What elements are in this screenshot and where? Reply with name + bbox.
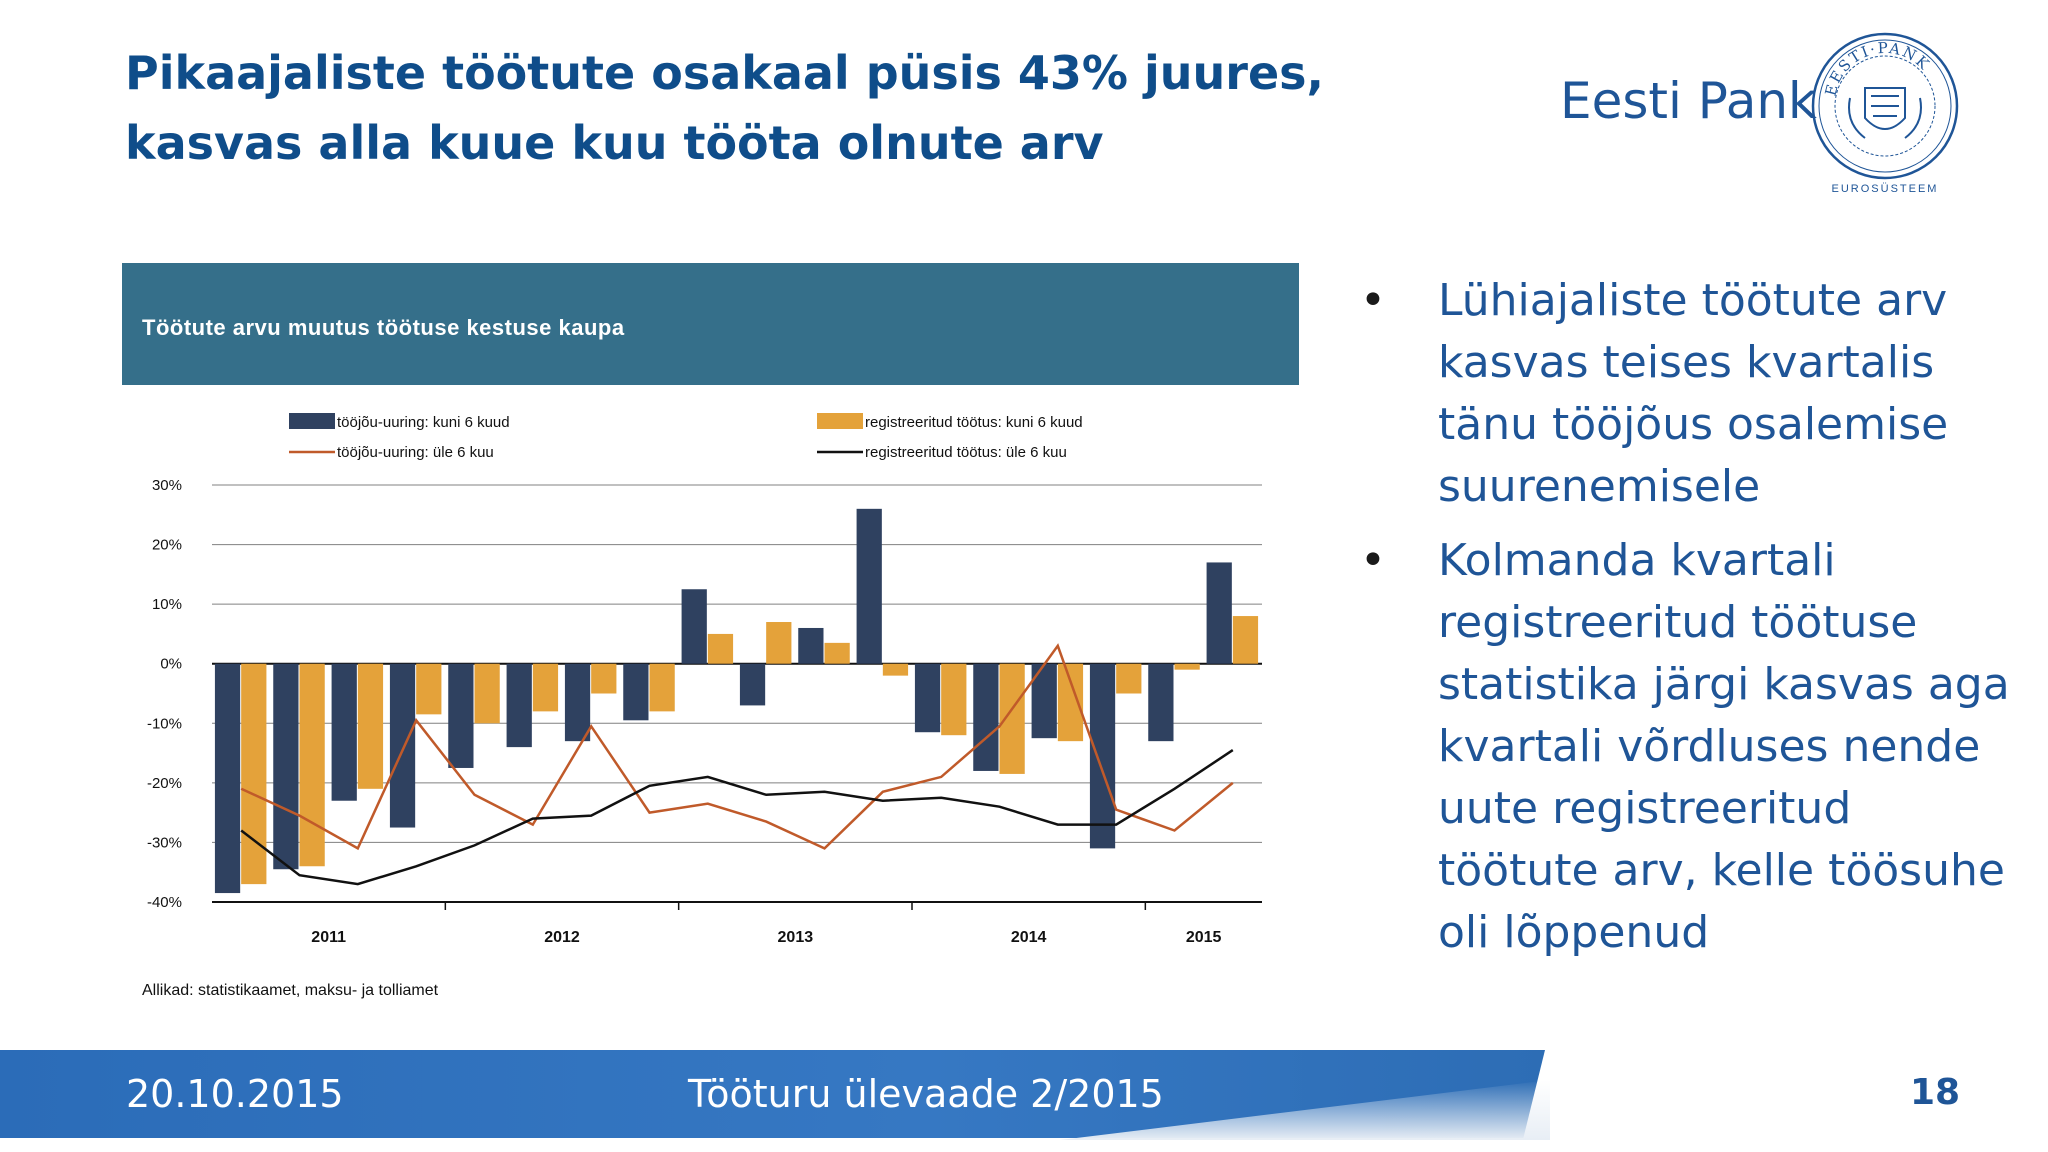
chart-title: Töötute arvu muutus töötuse kestuse kaup… [142,315,625,340]
bar [1232,616,1259,664]
chart-source-note: Allikad: statistikaamet, maksu- ja tolli… [142,982,439,999]
bar [448,663,474,768]
bar [707,633,734,664]
series-line [240,749,1234,886]
bar [591,663,617,694]
bar [914,663,941,733]
footer-title: Tööturu ülevaade 2/2015 [688,1072,1164,1116]
bar [739,663,766,706]
bar [941,663,967,736]
eesti-pank-seal-logo: EESTI·PANK EUROSÜSTEEM [1811,32,1959,195]
bar [973,663,999,771]
bar [1116,663,1142,694]
bar [649,663,675,712]
legend-label: registreeritud töötus: kuni 6 kuud [865,414,1083,431]
bullet-item-2: Kolmanda kvartali registreeritud töötuse… [1360,530,2020,964]
chart-lines [240,643,1234,886]
footer-date: 20.10.2015 [126,1072,344,1116]
bar [623,663,649,721]
bar [273,663,299,870]
x-year-label: 2015 [1186,929,1222,946]
seal-bottom-text: EUROSÜSTEEM [1832,183,1939,195]
bar [299,663,325,867]
bar [999,663,1025,774]
bullet-item-1: Lühiajaliste töötute arv kasvas teises k… [1360,270,2020,518]
slide-title-line-1: Pikaajaliste töötute osakaal püsis 43% j… [125,46,1325,100]
y-tick-label: -10% [147,715,182,732]
bar [532,663,559,712]
bar [416,663,442,715]
bar [214,663,241,894]
y-tick-label: -40% [147,894,182,911]
y-tick-label: 0% [160,656,182,673]
bar [798,627,824,664]
bullet-list: Lühiajaliste töötute arv kasvas teises k… [1360,270,2020,976]
page-number: 18 [1910,1072,1961,1113]
x-axis: 2011 2012 2013 2014 2015 [212,901,1262,946]
brand-name: Eesti Pank [1560,72,1817,130]
x-year-label: 2012 [544,929,580,946]
bar [1089,663,1116,849]
bar [389,663,416,828]
bar [1148,663,1174,742]
bar [241,663,267,885]
legend-swatch [817,413,863,429]
bar [1206,562,1232,664]
bar [681,589,707,664]
legend-label: registreeritud töötus: üle 6 kuu [865,444,1067,461]
bar [506,663,532,748]
legend-label: tööjõu-uuring: üle 6 kuu [337,444,494,461]
bar [882,663,909,676]
series-line [240,643,1234,851]
bar [564,663,591,742]
y-tick-label: -30% [147,834,182,851]
bar [331,663,357,801]
y-tick-label: 20% [152,537,182,554]
chart-legend: tööjõu-uuring: kuni 6 kuud registreeritud… [289,413,1083,461]
bar [856,508,882,664]
x-year-label: 2014 [1011,929,1047,946]
bar [357,663,384,789]
bar [1174,663,1200,670]
bar [474,663,500,724]
x-year-label: 2013 [778,929,814,946]
y-tick-label: 30% [152,477,182,494]
chart-bars [214,508,1259,894]
legend-label: tööjõu-uuring: kuni 6 kuud [337,414,510,431]
slide-title-line-2: kasvas alla kuue kuu tööta olnute arv [125,116,1104,170]
bar-line-chart: tööjõu-uuring: kuni 6 kuud registreeritud… [142,413,1262,999]
y-tick-label: 10% [152,596,182,613]
y-tick-label: -20% [147,775,182,792]
chart-header: Töötute arvu muutus töötuse kestuse kaup… [122,263,1299,385]
slide-title: Pikaajaliste töötute osakaal püsis 43% j… [125,38,1425,178]
x-year-label: 2011 [311,929,346,946]
bar [766,622,792,664]
y-axis-ticks: 30% 20% 10% 0% -10% -20% -30% -40% [147,477,182,911]
legend-swatch [289,413,335,429]
bar [824,642,850,664]
